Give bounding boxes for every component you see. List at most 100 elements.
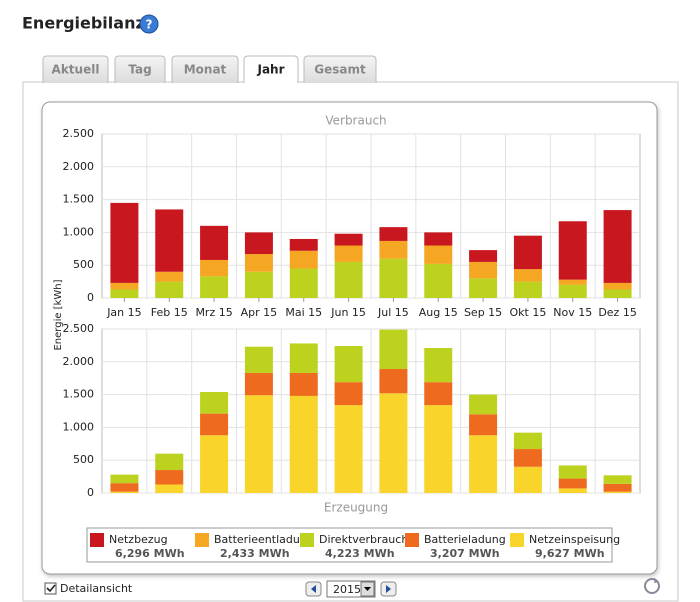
x-tick-label: Apr 15 bbox=[241, 306, 278, 319]
tab-label: Aktuell bbox=[52, 63, 100, 77]
tab[interactable] bbox=[171, 55, 239, 83]
bar-segment bbox=[603, 210, 632, 283]
tab[interactable] bbox=[42, 55, 109, 83]
bar-segment bbox=[200, 391, 229, 414]
bar-segment bbox=[379, 227, 408, 241]
bar-segment bbox=[200, 413, 229, 436]
bar-segment bbox=[603, 282, 632, 290]
y-tick-label: 0 bbox=[87, 291, 94, 304]
bar-segment bbox=[289, 250, 318, 269]
y-tick-label: 500 bbox=[73, 453, 94, 466]
bar-segment bbox=[558, 284, 587, 298]
bar-segment bbox=[244, 395, 273, 493]
tab[interactable] bbox=[303, 55, 377, 83]
x-tick-label: Feb 15 bbox=[151, 306, 188, 319]
legend-swatch bbox=[90, 533, 104, 547]
checkbox-label: Detailansicht bbox=[60, 582, 133, 595]
bar-segment bbox=[424, 405, 453, 493]
bar-segment bbox=[603, 483, 632, 492]
y-tick-label: 2.500 bbox=[63, 322, 95, 335]
bar-segment bbox=[379, 393, 408, 493]
bar-segment bbox=[334, 233, 363, 246]
legend-total: 6,296 MWh bbox=[115, 547, 185, 560]
y-tick-label: 2.500 bbox=[63, 127, 95, 140]
bar-segment bbox=[379, 329, 408, 370]
y-tick-label: 1.000 bbox=[63, 420, 95, 433]
bar-segment bbox=[603, 491, 632, 493]
bar-segment bbox=[289, 343, 318, 373]
legend-total: 4,223 MWh bbox=[325, 547, 395, 560]
bar-segment bbox=[334, 346, 363, 383]
chart-title: Verbrauch bbox=[325, 114, 386, 128]
bar-segment bbox=[469, 414, 498, 436]
legend-label: Batterieentladung bbox=[214, 533, 314, 546]
x-tick-label: Okt 15 bbox=[509, 306, 546, 319]
bar-segment bbox=[289, 268, 318, 298]
y-tick-label: 500 bbox=[73, 258, 94, 271]
y-tick-label: 2.000 bbox=[63, 355, 95, 368]
bar-segment bbox=[424, 382, 453, 406]
bar-segment bbox=[469, 250, 498, 262]
bar-segment bbox=[424, 348, 453, 383]
x-tick-label: Jul 15 bbox=[377, 306, 409, 319]
x-tick-label: Dez 15 bbox=[598, 306, 637, 319]
y-axis-label: Energie [kWh] bbox=[53, 279, 64, 350]
bar-segment bbox=[110, 202, 139, 283]
y-tick-label: 1.500 bbox=[63, 193, 95, 206]
tab-label: Monat bbox=[184, 63, 227, 77]
year-value: 2015 bbox=[333, 583, 361, 596]
chart-title: Erzeugung bbox=[324, 501, 388, 515]
tab[interactable] bbox=[114, 55, 166, 83]
bar-segment bbox=[513, 281, 542, 298]
bar-segment bbox=[200, 276, 229, 298]
x-tick-label: Jun 15 bbox=[330, 306, 366, 319]
tab[interactable] bbox=[243, 55, 299, 83]
help-icon[interactable]: ? bbox=[139, 14, 159, 34]
bar-segment bbox=[513, 269, 542, 282]
x-tick-label: Mai 15 bbox=[285, 306, 322, 319]
bar-segment bbox=[513, 235, 542, 270]
page-title: Energiebilanz bbox=[22, 14, 145, 33]
legend-total: 9,627 MWh bbox=[535, 547, 605, 560]
bar-segment bbox=[558, 279, 587, 285]
bar-segment bbox=[244, 254, 273, 272]
bar-segment bbox=[110, 483, 139, 492]
bar-segment bbox=[424, 245, 453, 264]
bar-segment bbox=[379, 369, 408, 394]
bar-segment bbox=[558, 465, 587, 479]
bar-segment bbox=[558, 478, 587, 489]
legend-total: 3,207 MWh bbox=[430, 547, 500, 560]
legend-label: Netzeinspeisung bbox=[529, 533, 620, 546]
year-select[interactable]: 2015 bbox=[326, 580, 376, 598]
bar-segment bbox=[513, 432, 542, 450]
bar-segment bbox=[379, 240, 408, 259]
svg-text:?: ? bbox=[146, 18, 153, 32]
bar-segment bbox=[289, 372, 318, 396]
legend-label: Direktverbrauch bbox=[319, 533, 408, 546]
refresh-icon[interactable] bbox=[644, 578, 660, 594]
legend-swatch bbox=[300, 533, 314, 547]
bar-segment bbox=[244, 271, 273, 298]
bar-segment bbox=[334, 405, 363, 493]
bar-segment bbox=[155, 271, 184, 282]
checkbox[interactable] bbox=[44, 582, 57, 595]
tab-label: Jahr bbox=[256, 63, 284, 77]
bar-segment bbox=[379, 258, 408, 298]
bar-segment bbox=[424, 232, 453, 246]
legend-box bbox=[86, 527, 613, 563]
bar-segment bbox=[558, 488, 587, 493]
prev-year-button[interactable] bbox=[305, 581, 322, 597]
x-tick-label: Aug 15 bbox=[419, 306, 458, 319]
x-tick-label: Nov 15 bbox=[553, 306, 592, 319]
bar-segment bbox=[469, 261, 498, 279]
x-tick-label: Jan 15 bbox=[106, 306, 141, 319]
y-tick-label: 0 bbox=[87, 486, 94, 499]
bar-segment bbox=[289, 238, 318, 251]
legend-swatch bbox=[195, 533, 209, 547]
bar-segment bbox=[513, 466, 542, 493]
next-year-button[interactable] bbox=[380, 581, 397, 597]
legend-total: 2,433 MWh bbox=[220, 547, 290, 560]
legend-swatch bbox=[405, 533, 419, 547]
bar-segment bbox=[200, 225, 229, 260]
legend-label: Netzbezug bbox=[109, 533, 168, 546]
